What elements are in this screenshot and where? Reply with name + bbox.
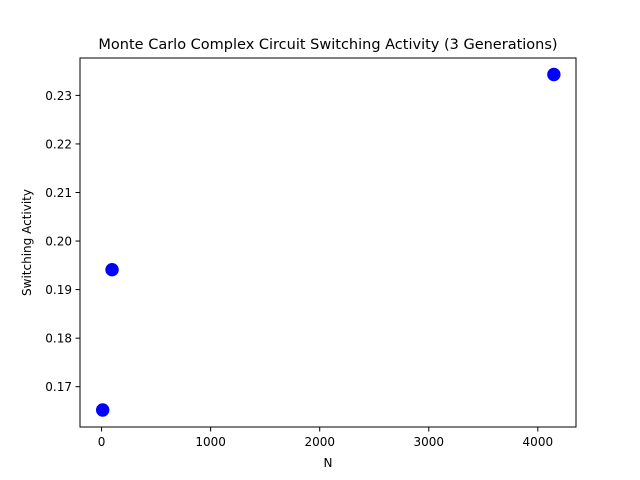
x-tick-label: 4000	[523, 435, 554, 449]
y-tick-label: 0.20	[45, 235, 72, 249]
plot-area	[79, 57, 577, 428]
y-tick-label: 0.18	[45, 332, 72, 346]
x-tick-label: 0	[98, 435, 106, 449]
y-tick-label: 0.17	[45, 380, 72, 394]
chart-title: Monte Carlo Complex Circuit Switching Ac…	[98, 37, 557, 53]
y-tick-label: 0.21	[45, 186, 72, 200]
data-point	[105, 262, 119, 277]
y-tick-label: 0.22	[45, 137, 72, 151]
y-tick-label: 0.19	[45, 283, 72, 297]
x-tick-label: 1000	[195, 435, 226, 449]
x-tick-label: 2000	[304, 435, 335, 449]
y-tick-label: 0.23	[45, 89, 72, 103]
y-axis: 0.17 0.18 0.19 0.20 0.21 0.22 0.23	[45, 89, 80, 394]
x-axis: 0 1000 2000 3000 4000	[98, 427, 553, 449]
data-series	[95, 67, 561, 417]
y-axis-label: Switching Activity	[20, 189, 34, 296]
data-point	[95, 403, 110, 417]
x-axis-label: N	[324, 456, 333, 470]
data-point	[547, 67, 561, 82]
x-tick-label: 3000	[413, 435, 444, 449]
